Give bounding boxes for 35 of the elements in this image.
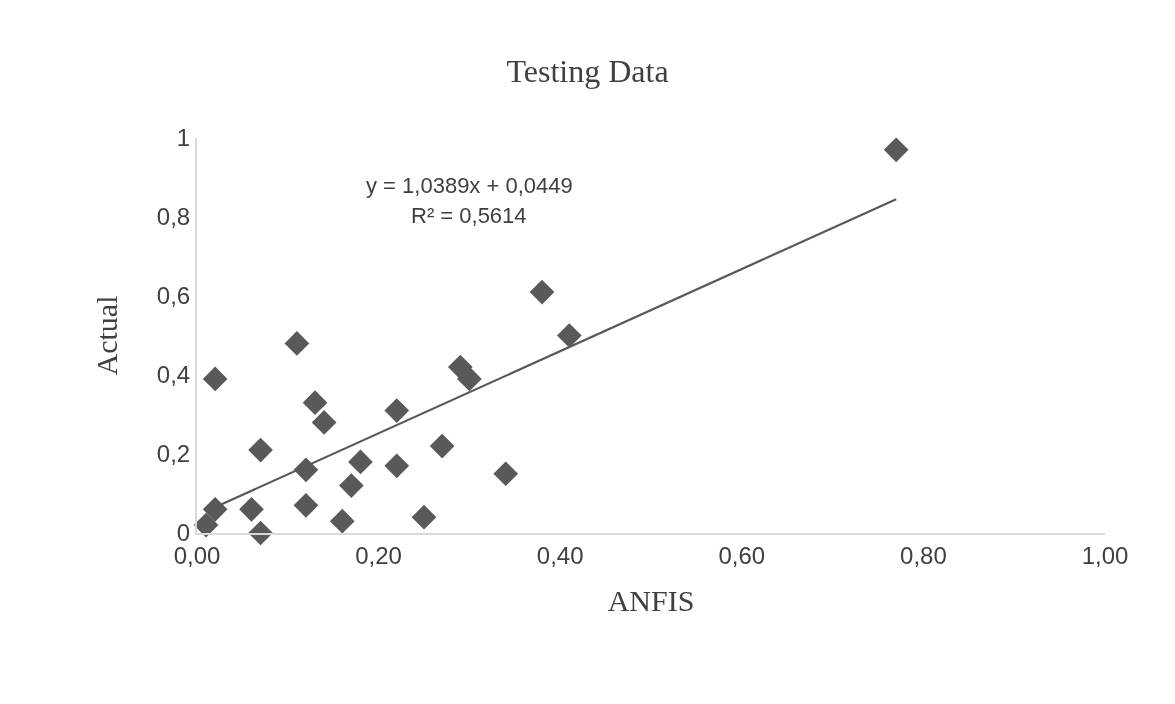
x-axis-title: ANFIS: [607, 583, 695, 617]
point: [339, 473, 364, 498]
point: [284, 331, 310, 356]
point: [429, 433, 455, 459]
annotation: R² = 0,5614: [411, 203, 527, 228]
point: [883, 137, 909, 163]
y-tick-label: 0,8: [156, 203, 191, 231]
x-tick-label: 0,60: [718, 541, 766, 569]
point: [248, 437, 273, 463]
point: [493, 461, 519, 487]
point: [239, 496, 264, 522]
x-tick-label: 0,40: [536, 541, 584, 569]
point: [384, 398, 410, 423]
point: [202, 366, 228, 392]
point: [193, 512, 219, 538]
point: [384, 453, 410, 479]
x-tick-label: 1,00: [1081, 541, 1129, 569]
point: [556, 323, 582, 348]
y-tick-label: 0,4: [156, 361, 191, 389]
point: [311, 410, 337, 435]
point: [457, 366, 482, 392]
y-axis-title: Actual: [90, 295, 124, 376]
point: [302, 390, 328, 415]
point: [411, 504, 437, 530]
y-tick-label: 1: [176, 124, 191, 152]
point: [329, 508, 355, 534]
y-tick-label: 0,6: [156, 282, 191, 310]
chart-title: Testing Data: [506, 52, 669, 89]
x-tick-label: 0,20: [355, 541, 402, 569]
x-tick-label: 0,80: [900, 541, 947, 569]
annotation: y = 1,0389x + 0,0449: [366, 173, 573, 198]
point: [348, 449, 373, 475]
point: [529, 279, 555, 305]
point: [293, 493, 319, 518]
y-tick-label: 0,2: [156, 440, 191, 468]
